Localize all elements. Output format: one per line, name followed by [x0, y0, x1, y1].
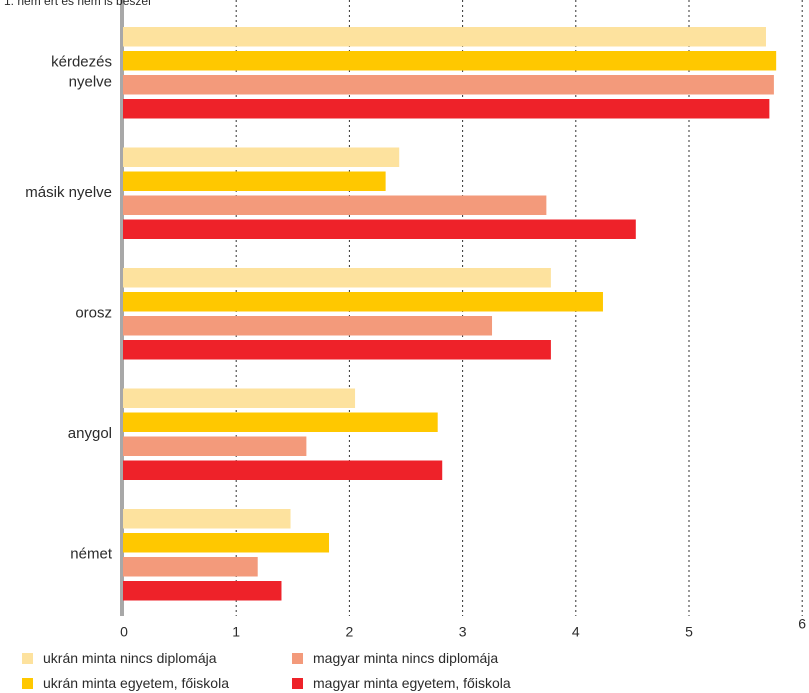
bar — [123, 148, 399, 168]
legend-label: ukrán minta egyetem, főiskola — [43, 675, 229, 691]
bar — [123, 413, 438, 433]
category-label: orosz — [75, 305, 112, 322]
bar — [123, 533, 329, 553]
x-tick-label: 4 — [572, 624, 580, 640]
bar — [123, 509, 291, 529]
bar — [123, 51, 776, 71]
bar — [123, 27, 766, 47]
legend-item: magyar minta nincs diplomája — [292, 650, 498, 666]
legend-item: ukrán minta egyetem, főiskola — [22, 675, 229, 691]
x-tick-label: 0 — [120, 624, 128, 640]
legend-item: ukrán minta nincs diplomája — [22, 650, 217, 666]
legend-swatch — [22, 678, 33, 689]
legend-swatch — [22, 653, 33, 664]
legend-swatch — [292, 653, 303, 664]
category-label: nyelve — [69, 74, 112, 91]
bar — [123, 268, 551, 288]
x-tick-label: 6 — [798, 616, 806, 632]
category-label: kérdezés — [51, 54, 112, 71]
category-label: anygol — [68, 425, 112, 442]
bar — [123, 340, 551, 360]
legend-label: ukrán minta nincs diplomája — [43, 650, 217, 666]
bar — [123, 557, 258, 577]
category-label: másik nyelve — [25, 184, 112, 201]
bars — [123, 27, 776, 601]
bar — [123, 461, 442, 481]
legend-item: magyar minta egyetem, főiskola — [292, 675, 511, 691]
legend-label: magyar minta egyetem, főiskola — [313, 675, 511, 691]
x-tick-label: 2 — [346, 624, 354, 640]
category-labels: kérdezés nyelve másik nyelve orosz anygol ném… — [25, 54, 113, 563]
bar — [123, 437, 306, 457]
bar — [123, 581, 281, 601]
bar — [123, 316, 492, 336]
bar — [123, 196, 546, 216]
legend-swatch — [292, 678, 303, 689]
chart-note: 1: nem ért és nem is beszél — [4, 0, 151, 8]
bar — [123, 75, 774, 95]
x-tick-label: 5 — [685, 624, 693, 640]
bar — [123, 220, 636, 240]
legend-label: magyar minta nincs diplomája — [313, 650, 498, 666]
bar — [123, 292, 603, 312]
bar — [123, 172, 386, 192]
bar — [123, 389, 355, 409]
x-tick-label: 1 — [232, 624, 240, 640]
bar — [123, 99, 769, 119]
category-label: német — [70, 546, 113, 563]
x-tick-labels: 0 1 2 3 4 5 6 — [120, 616, 806, 640]
x-tick-label: 3 — [459, 624, 467, 640]
